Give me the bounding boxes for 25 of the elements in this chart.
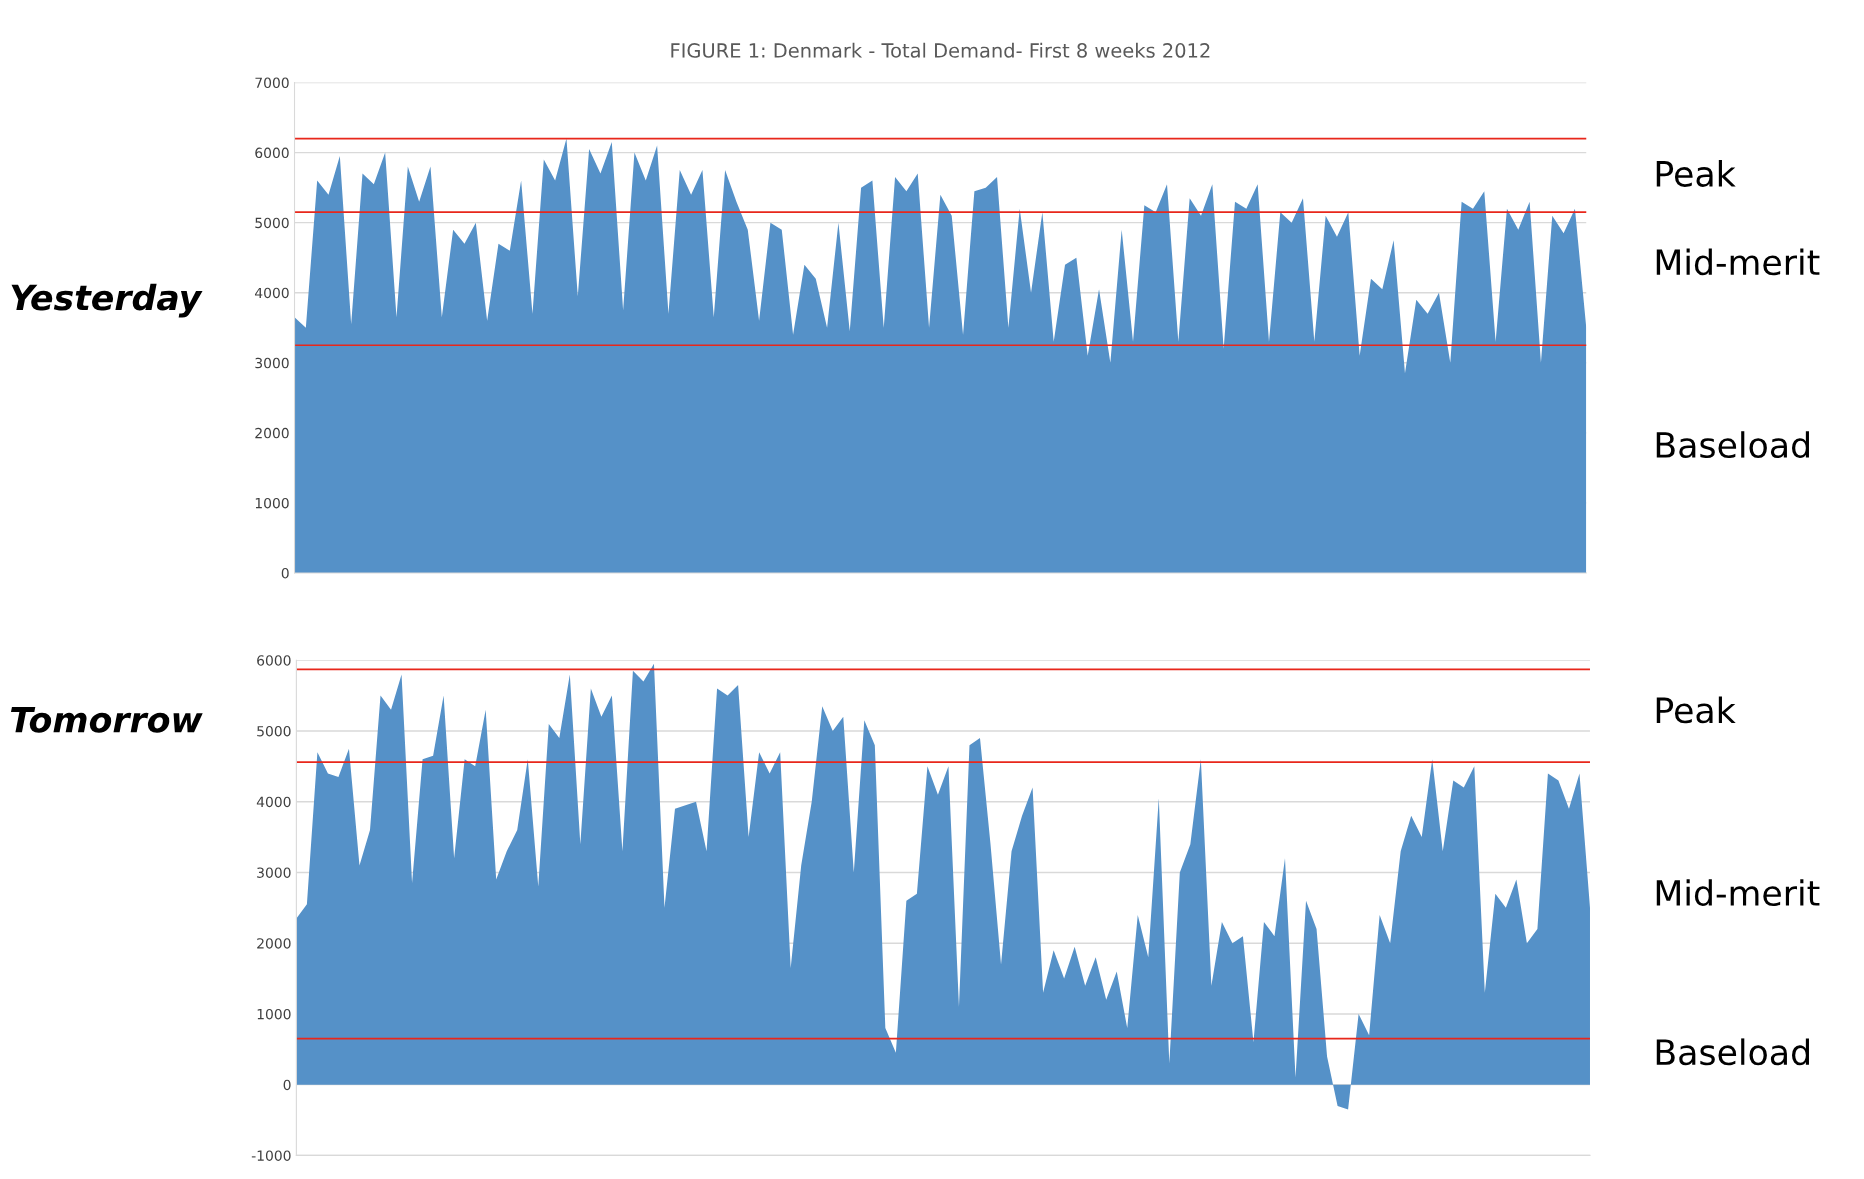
- chart-title: FIGURE 1: Denmark - Total Demand- First 8 weeks 2012: [671, 42, 1210, 58]
- text: Peak: [1656, 160, 1736, 187]
- y-tick-label: 4000: [256, 796, 291, 808]
- y-tick-label: 3000: [257, 867, 291, 878]
- y-tick-label: 7000: [255, 77, 289, 88]
- y-tick-label: 0: [281, 567, 289, 579]
- y-tick-label: 6000: [255, 147, 289, 159]
- y-tick-label: 1000: [257, 1008, 291, 1020]
- text: Mid-merit: [1656, 879, 1820, 907]
- y-tick-label: -1000: [251, 1150, 291, 1161]
- text: Yesterday: [11, 283, 203, 318]
- y-tick-label: 4000: [254, 287, 289, 299]
- text: Baseload: [1656, 431, 1809, 459]
- text: Tomorrow: [10, 706, 203, 733]
- text: Peak: [1656, 696, 1736, 724]
- y-tick-label: 6000: [257, 655, 291, 666]
- y-tick-label: 2000: [257, 938, 291, 949]
- y-tick-label: 3000: [255, 357, 289, 369]
- y-tick-label: 5000: [255, 217, 289, 229]
- text: Mid-merit: [1656, 248, 1820, 276]
- y-tick-label: 1000: [255, 497, 289, 509]
- y-tick-label: 2000: [255, 427, 289, 439]
- y-tick-label: 5000: [257, 725, 291, 737]
- text: Baseload: [1656, 1038, 1809, 1066]
- y-tick-label: 0: [283, 1079, 291, 1091]
